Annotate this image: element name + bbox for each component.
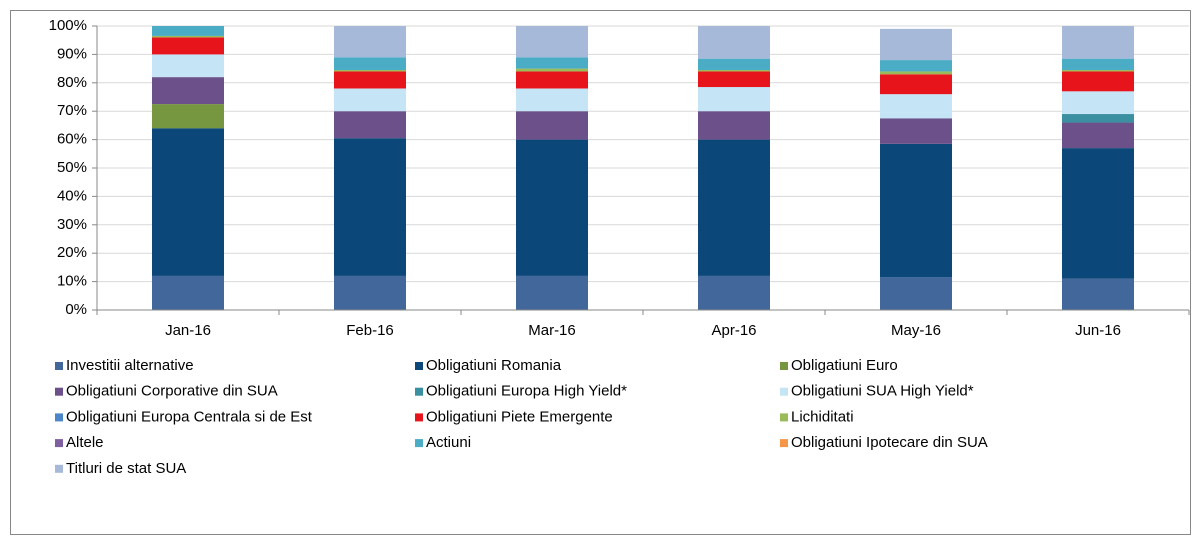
bar-segment: [152, 35, 224, 38]
bar-segment: [516, 139, 588, 276]
y-tick-label: 80%: [57, 74, 87, 91]
y-tick-label: 60%: [57, 131, 87, 148]
bar-segment: [698, 111, 770, 140]
legend-label: Obligatiuni Romania: [426, 357, 562, 374]
legend-swatch: [55, 362, 63, 370]
bar-segment: [880, 60, 952, 72]
bar-segment: [1062, 278, 1134, 310]
legend-swatch: [780, 413, 788, 422]
bar-segment: [698, 275, 770, 310]
legend-swatch: [415, 362, 423, 370]
legend-label: Obligatiuni SUA High Yield*: [791, 383, 974, 400]
y-tick-label: 70%: [57, 102, 87, 119]
legend-label: Obligatiuni Ipotecare din SUA: [791, 434, 988, 451]
legend-label: Obligatiuni Euro: [791, 357, 898, 374]
bar-segment: [334, 88, 406, 112]
bar-segment: [334, 26, 406, 58]
x-tick-label: Mar-16: [528, 322, 576, 339]
y-tick-label: 40%: [57, 187, 87, 204]
bar-segment: [698, 71, 770, 88]
y-tick-label: 20%: [57, 244, 87, 261]
bar-segment: [334, 71, 406, 89]
bar-segment: [334, 57, 406, 71]
legend-swatch: [780, 439, 788, 448]
bar-segment: [516, 26, 588, 58]
y-tick-label: 90%: [57, 45, 87, 62]
bar-segment: [1062, 91, 1134, 115]
bar-segment: [152, 77, 224, 105]
y-tick-label: 100%: [49, 17, 87, 34]
legend-label: Obligatiuni Piete Emergente: [426, 408, 613, 425]
bar-segment: [334, 111, 406, 139]
bar-segment: [1062, 70, 1134, 72]
y-tick-label: 50%: [57, 159, 87, 176]
bar-segment: [152, 275, 224, 310]
bar-segment: [1062, 114, 1134, 123]
bar-segment: [516, 88, 588, 112]
bar-segment: [1062, 26, 1134, 59]
legend-swatch: [415, 439, 423, 448]
legend-label: Altele: [66, 434, 104, 451]
x-tick-label: Jan-16: [165, 322, 211, 339]
bar-segment: [1062, 148, 1134, 279]
legend-label: Actiuni: [426, 434, 471, 451]
bar-segment: [880, 143, 952, 278]
legend-label: Lichiditati: [791, 408, 854, 425]
bar-segment: [698, 139, 770, 276]
x-tick-label: Feb-16: [346, 322, 394, 339]
bar-segment: [880, 277, 952, 310]
legend-swatch: [780, 362, 788, 370]
legend-swatch: [415, 387, 423, 396]
bar-segment: [698, 70, 770, 72]
y-tick-label: 10%: [57, 273, 87, 290]
legend-swatch: [55, 413, 63, 422]
legend-label: Obligatiuni Europa High Yield*: [426, 383, 627, 400]
bar-segment: [698, 26, 770, 59]
legend-swatch: [55, 464, 63, 473]
bar-segment: [698, 87, 770, 112]
bar-segment: [152, 26, 224, 36]
x-tick-label: May-16: [891, 322, 941, 339]
bar-segment: [1062, 122, 1134, 149]
bar-segment: [152, 128, 224, 276]
bar-segment: [1062, 71, 1134, 92]
legend-swatch: [55, 387, 63, 396]
legend-swatch: [55, 439, 63, 448]
bar-segment: [334, 275, 406, 310]
chart-frame: [10, 10, 1191, 535]
bar-segment: [880, 71, 952, 75]
legend-swatch: [780, 387, 788, 396]
bar-segment: [880, 28, 952, 61]
bar-segment: [334, 138, 406, 276]
legend-label: Investitii alternative: [66, 357, 194, 374]
legend-swatch: [415, 413, 423, 422]
bar-segment: [516, 57, 588, 69]
bar-segment: [516, 71, 588, 89]
legend-label: Obligatiuni Europa Centrala si de Est: [66, 408, 313, 425]
y-tick-label: 30%: [57, 216, 87, 233]
legend-label: Titluri de stat SUA: [66, 460, 186, 477]
bar-segment: [880, 74, 952, 95]
legend-label: Obligatiuni Corporative din SUA: [66, 383, 278, 400]
bar-segment: [880, 118, 952, 144]
bar-segment: [334, 70, 406, 72]
bar-segment: [516, 275, 588, 310]
bar-segment: [1062, 58, 1134, 71]
bar-segment: [516, 111, 588, 140]
bar-segment: [152, 104, 224, 129]
x-tick-label: Jun-16: [1075, 322, 1121, 339]
bar-segment: [698, 58, 770, 71]
y-tick-label: 0%: [65, 301, 87, 318]
x-tick-label: Apr-16: [711, 322, 756, 339]
bar-segment: [880, 94, 952, 119]
bar-segment: [516, 68, 588, 72]
bar-segment: [152, 54, 224, 78]
bar-segment: [152, 37, 224, 55]
